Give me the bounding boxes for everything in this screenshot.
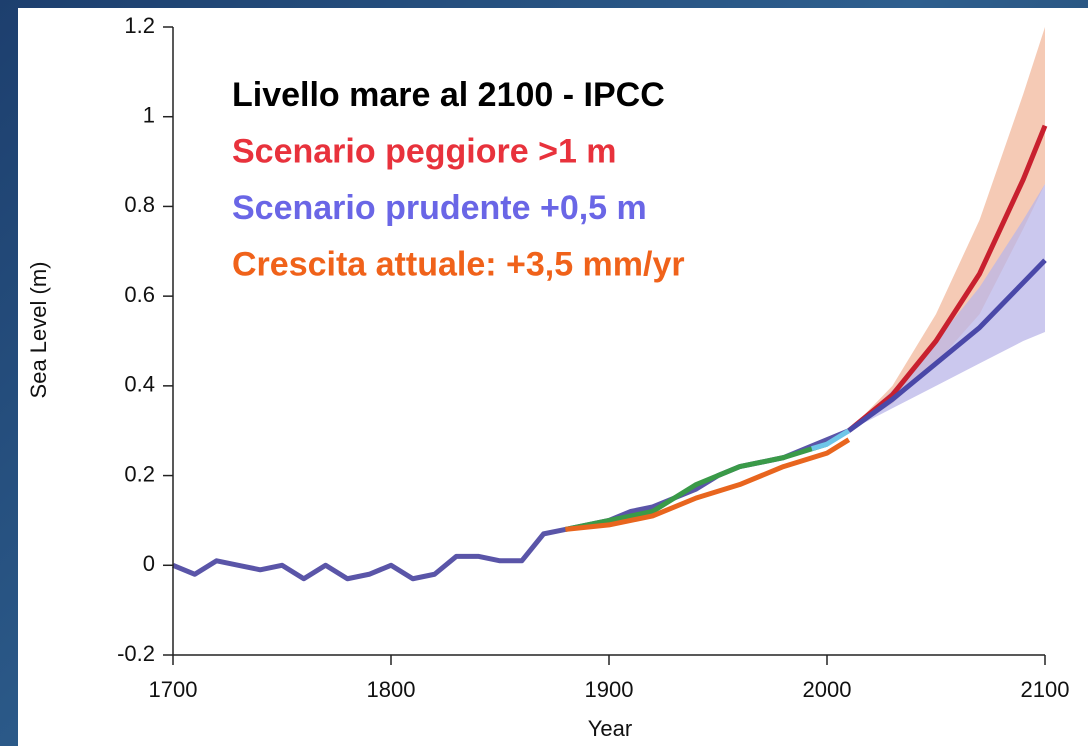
y-tick-label: 1.2 (124, 13, 155, 38)
annotation: Scenario peggiore >1 m (232, 132, 617, 170)
series-line (565, 437, 851, 532)
x-tick-label: 1700 (149, 677, 198, 702)
series-line (811, 428, 851, 452)
y-tick-label: 1 (143, 103, 155, 128)
y-tick-label: 0.2 (124, 461, 155, 486)
uncertainty-band (848, 184, 1045, 431)
x-tick-label: 2100 (1021, 677, 1070, 702)
series-line (847, 258, 1047, 433)
x-tick-label: 1800 (367, 677, 416, 702)
y-tick-label: -0.2 (117, 641, 155, 666)
y-tick-label: 0.4 (124, 372, 155, 397)
series-line (847, 124, 1048, 433)
annotation: Livello mare al 2100 - IPCC (232, 76, 665, 114)
y-tick-label: 0.8 (124, 192, 155, 217)
series-line (564, 441, 828, 532)
x-tick-label: 2000 (803, 677, 852, 702)
y-tick-label: 0.6 (124, 282, 155, 307)
annotation: Scenario prudente +0,5 m (232, 189, 647, 227)
x-axis-label: Year (588, 716, 632, 741)
y-tick-label: 0 (143, 551, 155, 576)
x-tick-label: 1900 (585, 677, 634, 702)
annotation: Crescita attuale: +3,5 mm/yr (232, 245, 685, 283)
y-axis-label: Sea Level (m) (26, 262, 51, 399)
